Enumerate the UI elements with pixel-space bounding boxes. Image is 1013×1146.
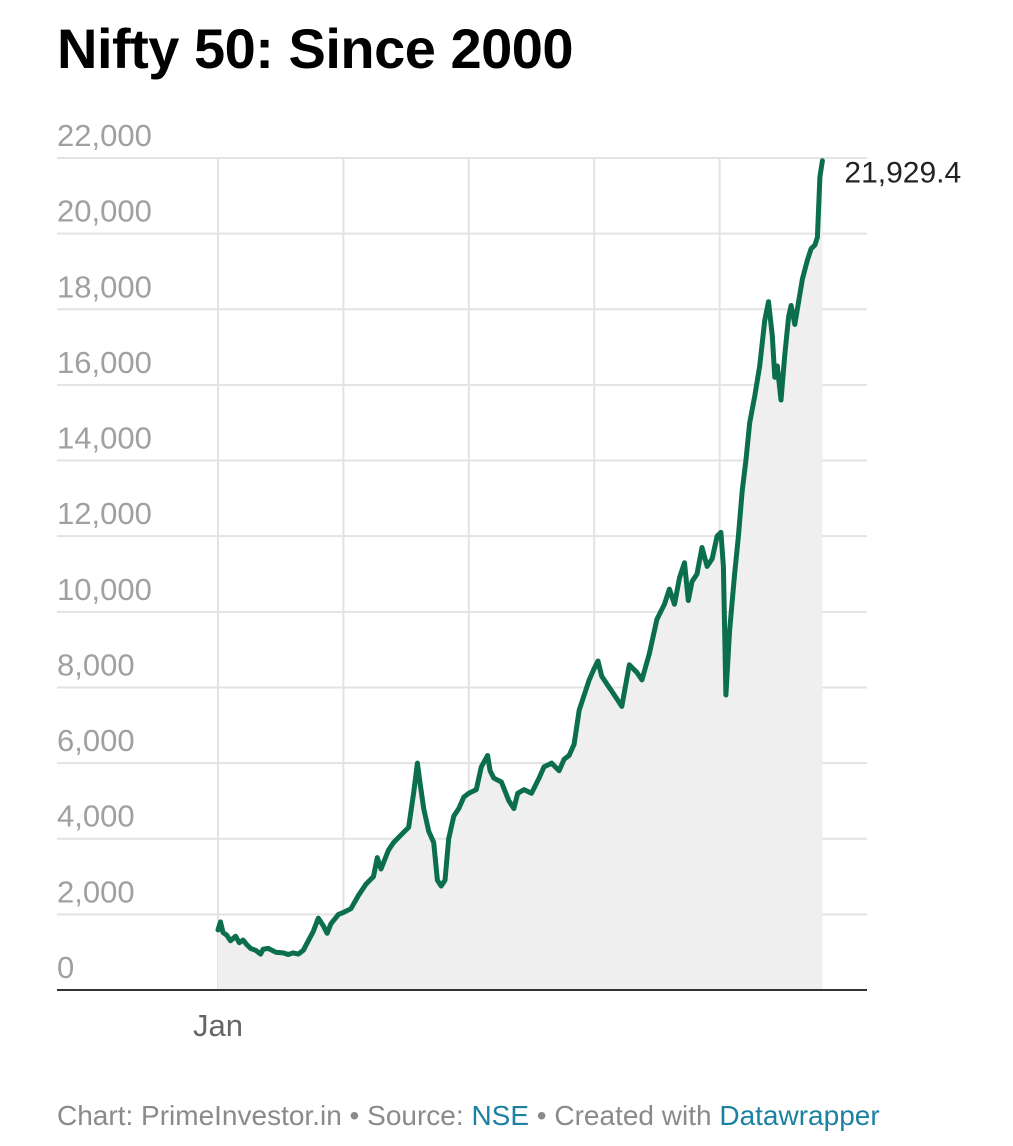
y-tick-label: 8,000 <box>57 647 135 682</box>
footer-separator: • <box>341 1100 368 1131</box>
y-tick-label: 6,000 <box>57 723 135 758</box>
footer-created-prefix: Created with <box>554 1100 720 1131</box>
series-line <box>215 158 825 957</box>
y-tick-label: 18,000 <box>57 269 152 304</box>
y-tick-label: 4,000 <box>57 799 135 834</box>
x-axis-ticks: Jan <box>193 1008 243 1043</box>
chart-title: Nifty 50: Since 2000 <box>57 17 574 80</box>
series-area <box>218 160 823 990</box>
footer-separator: • <box>529 1100 555 1131</box>
footer-chart-credit: Chart: PrimeInvestor.in <box>57 1100 342 1131</box>
y-tick-label: 20,000 <box>57 194 152 229</box>
source-link[interactable]: NSE <box>471 1100 530 1131</box>
end-value-label: 21,929.4 <box>844 157 961 190</box>
y-tick-label: 22,000 <box>57 118 152 153</box>
y-axis-ticks: 0 2,000 4,000 6,000 8,000 10,000 12,000 14,000 1… <box>57 118 152 985</box>
y-tick-label: 0 <box>57 950 74 985</box>
footer-source-prefix: Source: <box>367 1100 472 1131</box>
y-tick-label: 10,000 <box>57 572 152 607</box>
y-tick-label: 16,000 <box>57 345 152 380</box>
grid-lines <box>57 157 867 990</box>
y-tick-label: 2,000 <box>57 874 135 909</box>
x-tick-label: Jan <box>193 1008 243 1043</box>
y-tick-label: 12,000 <box>57 496 152 531</box>
datawrapper-link[interactable]: Datawrapper <box>719 1100 880 1131</box>
chart-footer: Chart: PrimeInvestor.in • Source: NSE • … <box>57 1100 880 1132</box>
y-tick-label: 14,000 <box>57 421 152 456</box>
chart-plot: 0 2,000 4,000 6,000 8,000 10,000 12,000 14,000 1… <box>57 118 961 1043</box>
